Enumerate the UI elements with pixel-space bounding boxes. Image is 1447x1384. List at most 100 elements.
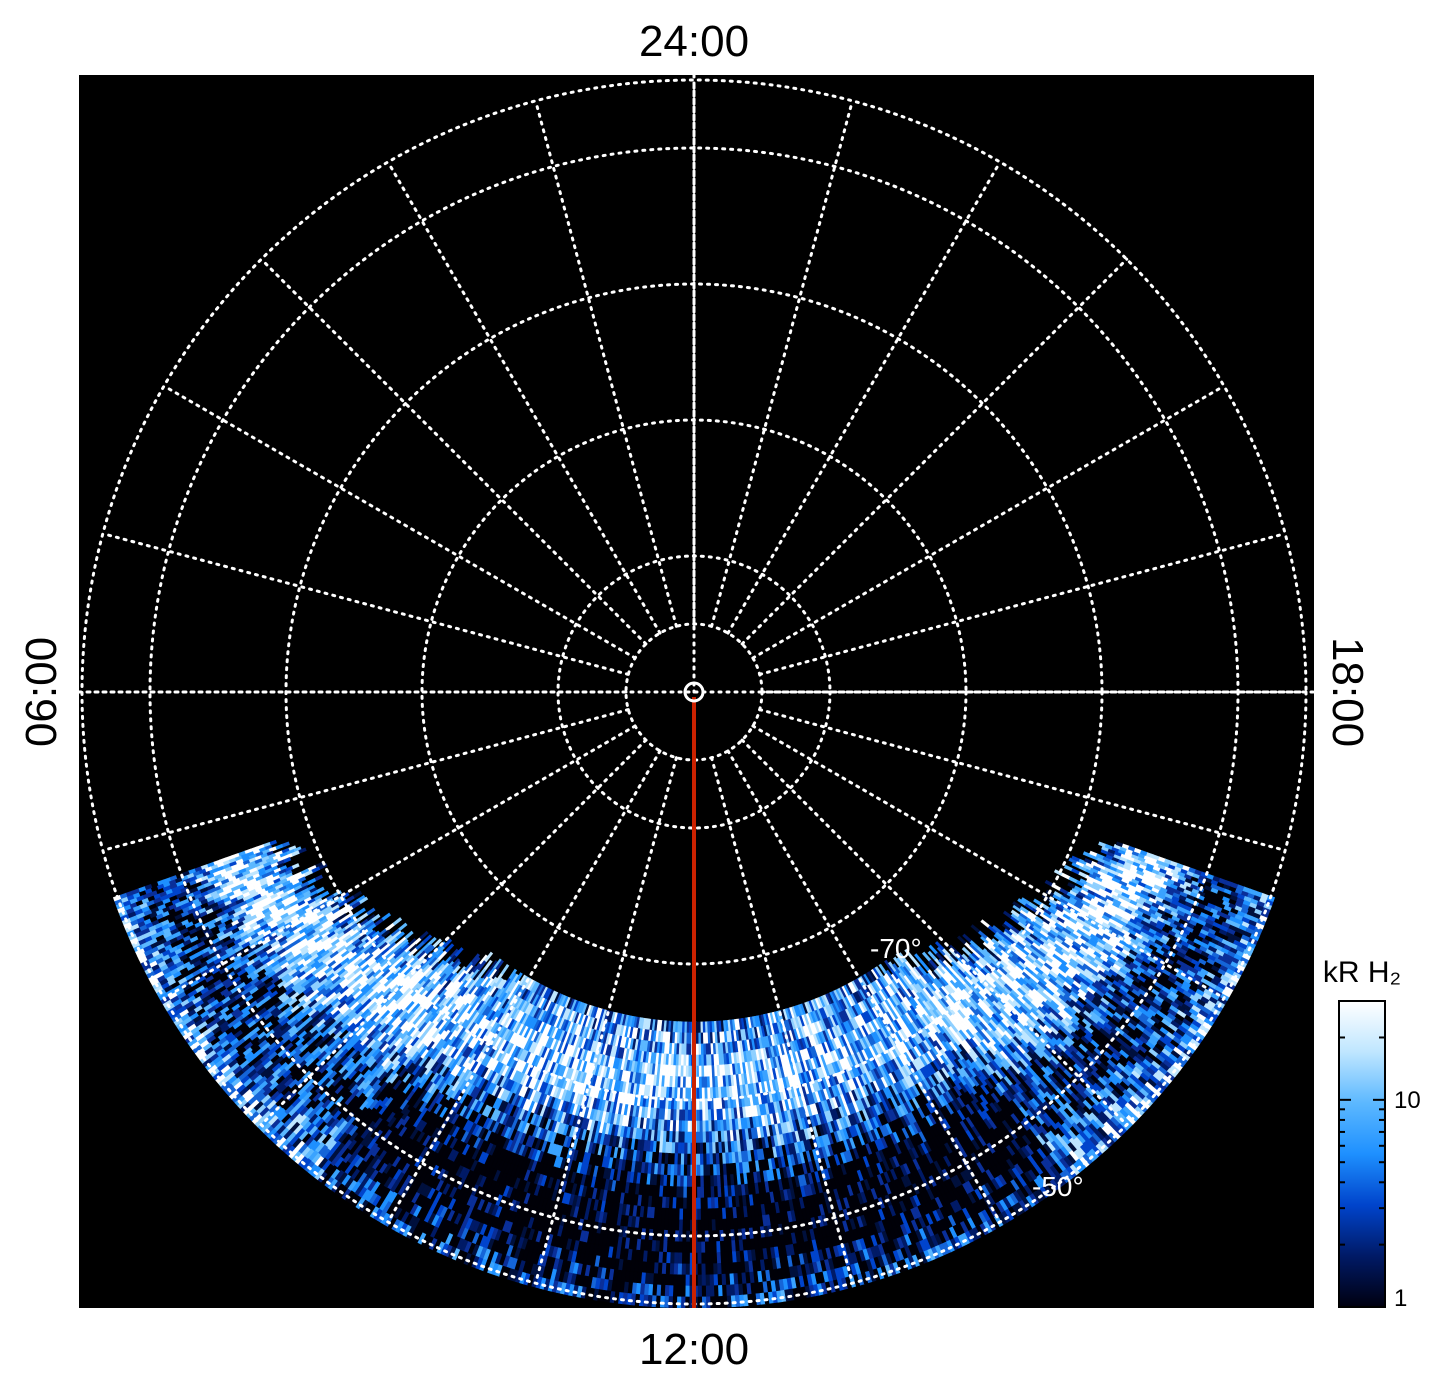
- emission-cell: [687, 1164, 692, 1177]
- emission-cell: [681, 1252, 687, 1265]
- emission-heatmap: [112, 839, 1276, 1308]
- emission-cell: [677, 1274, 683, 1287]
- emission-cell: [704, 1208, 709, 1221]
- emission-cell: [679, 1208, 684, 1221]
- emission-cell: [683, 1197, 688, 1210]
- emission-cell: [682, 1208, 688, 1221]
- emission-cell: [681, 1131, 686, 1144]
- emission-cell: [664, 1284, 670, 1297]
- emission-cell: [696, 1175, 702, 1188]
- emission-cell: [680, 1153, 685, 1166]
- emission-cell: [696, 1076, 700, 1089]
- emission-cell: [701, 1285, 707, 1298]
- emission-cell: [675, 1197, 681, 1210]
- emission-cell: [688, 1043, 692, 1056]
- emission-cell: [687, 1142, 692, 1155]
- emission-cell: [697, 1263, 703, 1276]
- emission-cell: [705, 1263, 711, 1276]
- emission-cell: [678, 1241, 684, 1254]
- emission-cell: [675, 1208, 681, 1221]
- emission-cell: [697, 1219, 702, 1232]
- emission-cell: [683, 1186, 688, 1199]
- emission-cell: [688, 1054, 692, 1067]
- emission-cell: [701, 1252, 707, 1265]
- emission-cell: [686, 1197, 691, 1210]
- emission-cell: [679, 1186, 685, 1199]
- emission-cell: [699, 1153, 705, 1166]
- emission-cell: [686, 1219, 691, 1232]
- emission-cell: [697, 1241, 703, 1254]
- emission-cell: [684, 1142, 689, 1155]
- emission-cell: [709, 1274, 715, 1287]
- emission-cell: [701, 1263, 707, 1276]
- emission-cell: [681, 1263, 687, 1276]
- emission-cell: [687, 1109, 692, 1122]
- emission-cell: [683, 1164, 688, 1177]
- emission-cell: [709, 1263, 715, 1276]
- emission-cell: [684, 1131, 689, 1144]
- emission-cell: [701, 1296, 707, 1308]
- emission-cell: [713, 1263, 719, 1276]
- emission-cell: [696, 1054, 700, 1067]
- emission-cell: [687, 1153, 692, 1166]
- emission-cell: [685, 1076, 690, 1089]
- emission-cell: [685, 1274, 691, 1287]
- emission-cell: [701, 1241, 706, 1254]
- emission-cell: [697, 1186, 702, 1199]
- emission-cell: [704, 1197, 709, 1210]
- emission-cell: [697, 1252, 703, 1265]
- emission-cell: [678, 1252, 683, 1265]
- emission-cell: [700, 1208, 706, 1221]
- emission-cell: [705, 1252, 710, 1265]
- emission-cell: [701, 1274, 707, 1287]
- emission-cell: [673, 1263, 679, 1276]
- emission-cell: [708, 1252, 714, 1265]
- emission-cell: [709, 1285, 716, 1298]
- emission-cell: [697, 1285, 703, 1298]
- emission-cell: [697, 1274, 703, 1287]
- emission-cell: [686, 1208, 691, 1221]
- emission-cell: [710, 1296, 716, 1308]
- emission-cell: [676, 1175, 682, 1188]
- emission-cell: [681, 1285, 687, 1298]
- emission-cell: [688, 1076, 692, 1089]
- emission-cell: [669, 1274, 675, 1287]
- emission-cell: [686, 1175, 692, 1188]
- emission-cell: [685, 1054, 690, 1067]
- emission-cell: [713, 1285, 720, 1297]
- emission-cell: [683, 1153, 689, 1166]
- emission-cell: [688, 1021, 693, 1034]
- emission-cell: [680, 1164, 685, 1177]
- emission-cell: [681, 1296, 687, 1308]
- emission-cell: [670, 1252, 676, 1265]
- emission-cell: [665, 1262, 671, 1275]
- emission-cell: [687, 1131, 692, 1144]
- emission-cell: [684, 1120, 689, 1133]
- emission-cell: [683, 1175, 688, 1188]
- emission-cell: [669, 1263, 675, 1276]
- emission-cell: [707, 1208, 713, 1221]
- emission-cell: [672, 1208, 677, 1221]
- emission-cell: [700, 1164, 705, 1177]
- emission-cell: [686, 1186, 691, 1199]
- emission-cell: [697, 1197, 702, 1210]
- emission-cell: [688, 1087, 692, 1100]
- emission-cell: [700, 1197, 705, 1210]
- emission-cell: [674, 1252, 680, 1265]
- emission-cell: [675, 1219, 680, 1232]
- emission-cell: [701, 1230, 706, 1243]
- emission-cell: [679, 1197, 684, 1210]
- emission-cell: [687, 1120, 692, 1133]
- emission-cell: [673, 1274, 679, 1287]
- emission-cell: [696, 1131, 701, 1144]
- emission-cell: [705, 1285, 711, 1298]
- emission-cell: [668, 1285, 675, 1297]
- emission-cell: [700, 1219, 706, 1232]
- emission-cell: [685, 1252, 691, 1265]
- emission-cell: [700, 1186, 705, 1199]
- emission-cell: [677, 1285, 683, 1298]
- emission-cell: [685, 1285, 691, 1298]
- emission-cell: [682, 1219, 688, 1232]
- emission-cell: [685, 1241, 691, 1254]
